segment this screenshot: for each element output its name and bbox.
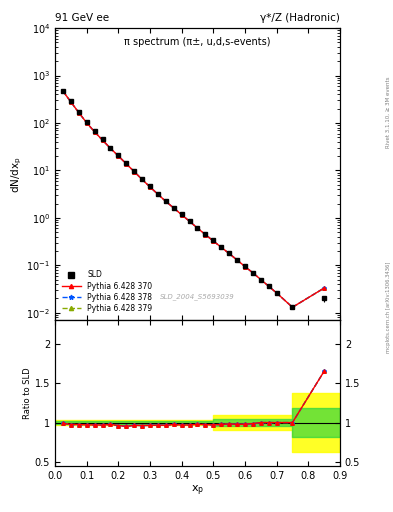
Text: mcplots.cern.ch [arXiv:1306.3436]: mcplots.cern.ch [arXiv:1306.3436] (386, 262, 391, 353)
Text: γ*/Z (Hadronic): γ*/Z (Hadronic) (260, 13, 340, 23)
Y-axis label: Ratio to SLD: Ratio to SLD (23, 367, 32, 419)
Y-axis label: dN/dx$_\mathrm{p}$: dN/dx$_\mathrm{p}$ (9, 156, 24, 193)
Text: Rivet 3.1.10, ≥ 3M events: Rivet 3.1.10, ≥ 3M events (386, 77, 391, 148)
Text: 91 GeV ee: 91 GeV ee (55, 13, 109, 23)
Legend: SLD, Pythia 6.428 370, Pythia 6.428 378, Pythia 6.428 379: SLD, Pythia 6.428 370, Pythia 6.428 378,… (59, 267, 155, 316)
X-axis label: x$_\mathrm{p}$: x$_\mathrm{p}$ (191, 483, 204, 498)
Text: SLD_2004_S5693039: SLD_2004_S5693039 (160, 293, 235, 300)
Text: π spectrum (π±, u,d,s-events): π spectrum (π±, u,d,s-events) (124, 37, 271, 47)
